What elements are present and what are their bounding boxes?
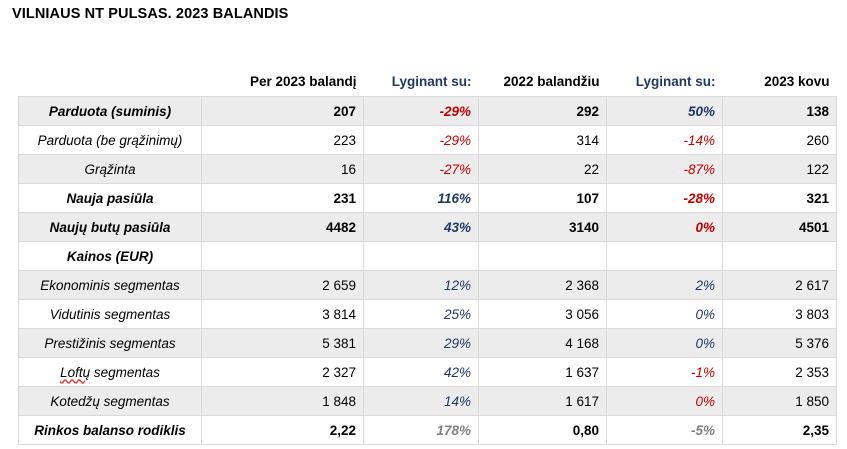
table-row: Ekonominis segmentas 2 659 12% 2 368 2% 2 617 bbox=[18, 270, 837, 300]
table-row: Parduota (suminis) 207 -29% 292 50% 138 bbox=[18, 96, 837, 126]
change-vs-last-month: -14% bbox=[606, 125, 723, 155]
change-vs-last-year: 14% bbox=[363, 386, 479, 416]
value-last-year: 4 168 bbox=[478, 328, 607, 358]
value-last-year: 0,80 bbox=[478, 415, 607, 445]
row-label: Kotedžų segmentas bbox=[18, 386, 202, 416]
market-pulse-table: Per 2023 balandį Lyginant su: 2022 balan… bbox=[18, 66, 837, 445]
table-row: Grąžinta 16 -27% 22 -87% 122 bbox=[18, 154, 837, 184]
table-row: Kainos (EUR) bbox=[18, 241, 837, 271]
table-row: Prestižinis segmentas 5 381 29% 4 168 0% 5 37… bbox=[18, 328, 837, 358]
change-vs-last-year: -29% bbox=[363, 96, 479, 126]
change-vs-last-month: 0% bbox=[606, 212, 723, 242]
change-vs-last-month: 0% bbox=[606, 328, 723, 358]
row-label: Vidutinis segmentas bbox=[18, 299, 202, 329]
header-row: Per 2023 balandį Lyginant su: 2022 balan… bbox=[18, 66, 837, 97]
value-last-month: 2 353 bbox=[722, 357, 837, 387]
change-vs-last-year: -27% bbox=[363, 154, 479, 184]
table-row: Nauja pasiūla 231 116% 107 -28% 321 bbox=[18, 183, 837, 213]
value-last-year: 3 056 bbox=[478, 299, 607, 329]
row-label: Rinkos balanso rodiklis bbox=[18, 415, 202, 445]
change-vs-last-year: 43% bbox=[363, 212, 479, 242]
change-vs-last-month: 0% bbox=[606, 299, 723, 329]
value-current bbox=[201, 241, 364, 271]
row-label: Nauja pasiūla bbox=[18, 183, 202, 213]
value-last-month: 4501 bbox=[722, 212, 837, 242]
value-last-year: 314 bbox=[478, 125, 607, 155]
value-last-year: 22 bbox=[478, 154, 607, 184]
change-vs-last-month: 0% bbox=[606, 386, 723, 416]
table-row: Loftų segmentas 2 327 42% 1 637 -1% 2 353 bbox=[18, 357, 837, 387]
row-label: Grąžinta bbox=[18, 154, 202, 184]
change-vs-last-year: 12% bbox=[363, 270, 479, 300]
change-vs-last-month: -87% bbox=[606, 154, 723, 184]
table-row: Kotedžų segmentas 1 848 14% 1 617 0% 1 850 bbox=[18, 386, 837, 416]
change-vs-last-year: 42% bbox=[363, 357, 479, 387]
header-compare-1: Lyginant su: bbox=[363, 66, 479, 97]
change-vs-last-month bbox=[606, 241, 723, 271]
value-current: 207 bbox=[201, 96, 364, 126]
header-label-col bbox=[18, 66, 202, 97]
table-row: Naujų butų pasiūla 4482 43% 3140 0% 4501 bbox=[18, 212, 837, 242]
value-current: 16 bbox=[201, 154, 364, 184]
value-last-month: 1 850 bbox=[722, 386, 837, 416]
value-current: 4482 bbox=[201, 212, 364, 242]
change-vs-last-year bbox=[363, 241, 479, 271]
value-last-month: 122 bbox=[722, 154, 837, 184]
header-last-year: 2022 balandžiu bbox=[478, 66, 607, 97]
value-current: 3 814 bbox=[201, 299, 364, 329]
value-last-year: 1 617 bbox=[478, 386, 607, 416]
change-vs-last-month: 50% bbox=[606, 96, 723, 126]
change-vs-last-year: 116% bbox=[363, 183, 479, 213]
value-current: 2 327 bbox=[201, 357, 364, 387]
value-last-year: 1 637 bbox=[478, 357, 607, 387]
header-compare-2: Lyginant su: bbox=[606, 66, 723, 97]
header-last-month: 2023 kovu bbox=[722, 66, 837, 97]
row-label: Loftų segmentas bbox=[18, 357, 202, 387]
value-current: 2,22 bbox=[201, 415, 364, 445]
value-current: 2 659 bbox=[201, 270, 364, 300]
value-current: 231 bbox=[201, 183, 364, 213]
table-row: Rinkos balanso rodiklis 2,22 178% 0,80 -5% 2,… bbox=[18, 415, 837, 445]
report-title: VILNIAUS NT PULSAS. 2023 BALANDIS bbox=[12, 6, 289, 22]
row-label: Ekonominis segmentas bbox=[18, 270, 202, 300]
value-last-month: 2 617 bbox=[722, 270, 837, 300]
value-last-month: 3 803 bbox=[722, 299, 837, 329]
change-vs-last-year: 178% bbox=[363, 415, 479, 445]
value-current: 1 848 bbox=[201, 386, 364, 416]
change-vs-last-month: -28% bbox=[606, 183, 723, 213]
row-label: Parduota (be grąžinimų) bbox=[18, 125, 202, 155]
change-vs-last-year: 25% bbox=[363, 299, 479, 329]
value-last-year: 3140 bbox=[478, 212, 607, 242]
value-last-month: 260 bbox=[722, 125, 837, 155]
value-current: 223 bbox=[201, 125, 364, 155]
value-last-month: 138 bbox=[722, 96, 837, 126]
value-last-month: 2,35 bbox=[722, 415, 837, 445]
change-vs-last-month: -5% bbox=[606, 415, 723, 445]
table-row: Parduota (be grąžinimų) 223 -29% 314 -14% 260 bbox=[18, 125, 837, 155]
change-vs-last-year: -29% bbox=[363, 125, 479, 155]
row-label: Prestižinis segmentas bbox=[18, 328, 202, 358]
value-last-month: 321 bbox=[722, 183, 837, 213]
row-label: Kainos (EUR) bbox=[18, 241, 202, 271]
value-current: 5 381 bbox=[201, 328, 364, 358]
value-last-month bbox=[722, 241, 837, 271]
value-last-year: 107 bbox=[478, 183, 607, 213]
value-last-year bbox=[478, 241, 607, 271]
spellcheck-underline: Loftų bbox=[60, 364, 91, 380]
table-row: Vidutinis segmentas 3 814 25% 3 056 0% 3 803 bbox=[18, 299, 837, 329]
value-last-year: 2 368 bbox=[478, 270, 607, 300]
change-vs-last-month: 2% bbox=[606, 270, 723, 300]
value-last-year: 292 bbox=[478, 96, 607, 126]
row-label: Naujų butų pasiūla bbox=[18, 212, 202, 242]
value-last-month: 5 376 bbox=[722, 328, 837, 358]
change-vs-last-year: 29% bbox=[363, 328, 479, 358]
header-current-period: Per 2023 balandį bbox=[201, 66, 364, 97]
change-vs-last-month: -1% bbox=[606, 357, 723, 387]
row-label: Parduota (suminis) bbox=[18, 96, 202, 126]
